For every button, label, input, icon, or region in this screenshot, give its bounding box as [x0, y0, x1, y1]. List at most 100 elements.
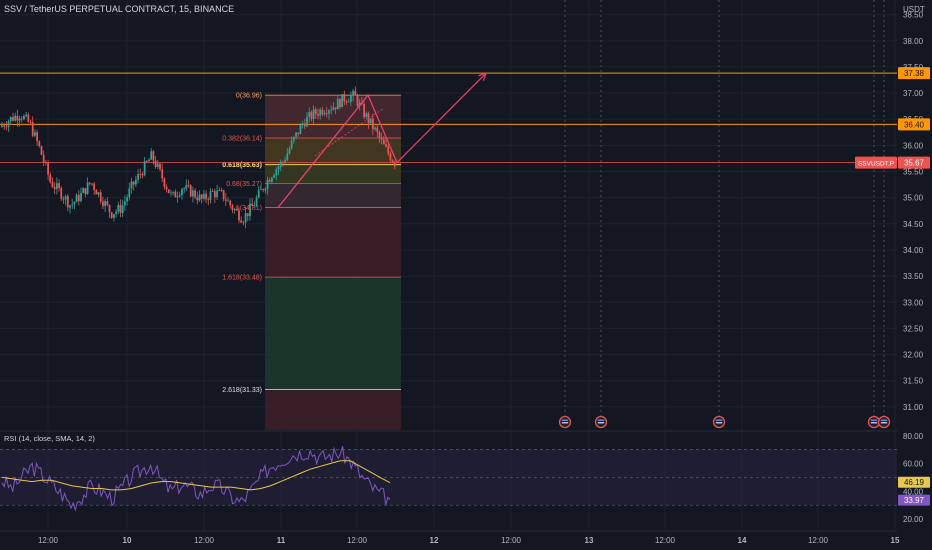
us-flag-icon — [712, 415, 726, 429]
candle-body — [108, 204, 111, 213]
fib-zone — [265, 389, 401, 430]
candle-body — [156, 163, 159, 167]
candle-body — [77, 194, 80, 202]
candle-body — [104, 201, 107, 207]
candle-body — [288, 148, 291, 154]
flag-stripe — [870, 419, 878, 421]
price-tag-bg — [898, 156, 930, 169]
candle-body — [240, 220, 243, 223]
price-axis[interactable]: 31.00 31.50 32.00 32.50 33.00 33.50 34.00 34.50… — [897, 0, 932, 550]
symbol-title[interactable]: SSV / TetherUS PERPETUAL CONTRACT, 15, B… — [4, 4, 234, 14]
fibonacci-retracement[interactable]: 0(36.96) 0.382(36.14) 0.618(35.63) 0.68(35.… — [222, 93, 401, 430]
candle-body — [196, 197, 199, 201]
candle-body — [209, 191, 212, 201]
candle-body — [192, 190, 194, 197]
candle-body — [53, 187, 56, 189]
candle-body — [113, 214, 115, 218]
candle-body — [385, 144, 387, 147]
candle-body — [238, 210, 240, 221]
candle-body — [31, 122, 34, 136]
candle-body — [189, 185, 192, 197]
candle-body — [27, 114, 30, 122]
candle-body — [213, 191, 216, 198]
candle-body — [251, 203, 254, 206]
flag-stripe — [597, 419, 605, 421]
candle-body — [20, 118, 23, 120]
fib-zone — [265, 164, 401, 184]
candle-body — [16, 115, 19, 121]
zigzag-pattern — [277, 93, 398, 208]
drawings[interactable] — [277, 72, 487, 208]
candle-body — [139, 174, 142, 175]
candle-body — [275, 169, 278, 176]
candle-body — [246, 213, 249, 217]
y-tick-label: 35.50 — [903, 168, 924, 177]
candle-body — [126, 197, 128, 202]
candle-body — [29, 121, 32, 123]
candle-body — [347, 101, 350, 103]
candle-body — [55, 183, 58, 189]
candle-body — [233, 209, 236, 211]
candle-body — [58, 183, 60, 189]
candle-body — [80, 192, 82, 202]
candle-body — [391, 160, 394, 163]
candle-body — [95, 190, 98, 195]
candle-body — [134, 179, 137, 185]
candle-body — [73, 202, 76, 205]
y-tick-label: 34.50 — [903, 220, 924, 229]
candle-body — [253, 205, 256, 207]
candle-body — [91, 183, 93, 185]
candle-body — [1, 125, 3, 128]
candle-body — [255, 197, 258, 206]
candle-body — [227, 200, 229, 202]
candle-body — [266, 180, 269, 189]
candle-body — [161, 169, 164, 179]
x-tick-label: 12:00 — [347, 536, 368, 545]
candle-body — [154, 160, 157, 167]
candle-body — [216, 190, 218, 198]
candle-body — [299, 125, 302, 135]
y-tick-label: 32.00 — [903, 351, 924, 360]
rsi-title[interactable]: RSI (14, close, SMA, 14, 2) — [4, 434, 95, 443]
candle-body — [262, 189, 265, 191]
flag-stripe — [561, 419, 569, 421]
projection-arrow-head — [478, 72, 487, 81]
candle-body — [244, 213, 247, 223]
candle-body — [123, 201, 126, 206]
candle-body — [321, 109, 324, 115]
us-flag-icon — [867, 415, 881, 429]
candle-body — [128, 188, 131, 198]
candle-body — [224, 199, 227, 201]
y-tick-label: 38.50 — [903, 11, 924, 20]
currency-label[interactable]: USDT — [903, 5, 925, 14]
candle-body — [306, 116, 308, 127]
rsi-ma-tag: 46.19 — [904, 478, 925, 487]
horizontal-lines[interactable] — [0, 72, 897, 164]
fib-level-label: 0.618(35.63) — [222, 162, 262, 169]
fib-zone — [265, 277, 401, 390]
candle-body — [3, 125, 6, 127]
y-tick-label: 34.00 — [903, 246, 924, 255]
price-tag-bg — [898, 67, 930, 80]
candle-body — [249, 203, 251, 217]
candle-body — [332, 107, 335, 110]
candle-body — [314, 109, 317, 114]
candle-body — [374, 127, 376, 130]
time-axis[interactable]: 12:00 10 12:00 11 12:00 12 12:00 13 12:00 14 12:00… — [38, 536, 900, 545]
x-tick-label: 12:00 — [655, 536, 676, 545]
candle-body — [185, 184, 188, 189]
fib-zone — [265, 207, 401, 278]
flag-stripe — [715, 419, 723, 421]
candle-body — [222, 190, 225, 200]
candle-body — [231, 205, 234, 210]
x-tick-label: 12 — [430, 536, 439, 545]
event-markers[interactable] — [558, 415, 891, 429]
candle-body — [102, 201, 104, 207]
candle-body — [18, 118, 21, 121]
candle-body — [148, 159, 150, 162]
candle-body — [284, 160, 286, 162]
candle-body — [376, 127, 379, 133]
candle-body — [130, 181, 133, 189]
candle-body — [363, 104, 365, 118]
